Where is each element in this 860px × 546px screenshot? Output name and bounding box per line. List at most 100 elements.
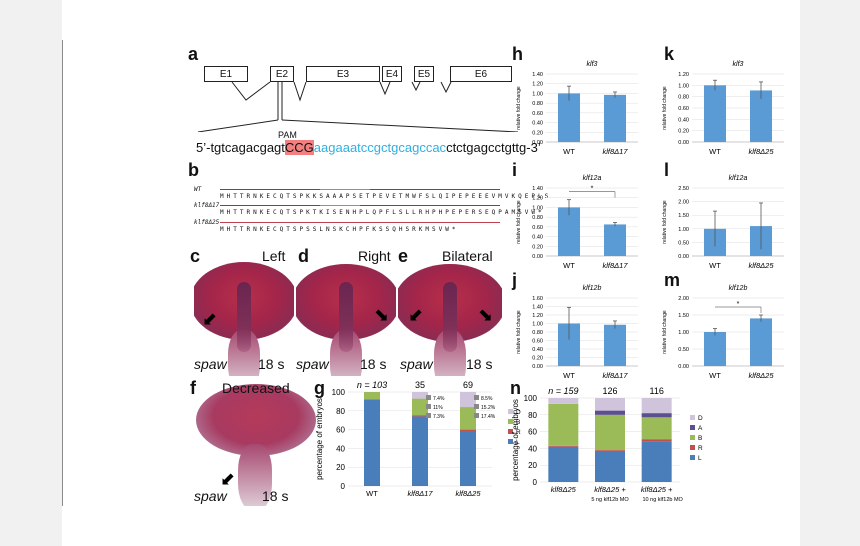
legend-label: B bbox=[698, 435, 702, 442]
y-tick-label: 0.00 bbox=[678, 364, 689, 370]
y-tick-label: 0.80 bbox=[532, 101, 543, 107]
bar-segment bbox=[412, 416, 428, 486]
y-tick-label: 40 bbox=[336, 444, 345, 453]
y-axis-label: relative fold change bbox=[662, 86, 668, 130]
exon-5: E5 bbox=[414, 66, 434, 82]
panel-g-label: g bbox=[314, 378, 325, 398]
y-tick-label: 0.00 bbox=[678, 140, 689, 146]
y-tick-label: 1.00 bbox=[532, 322, 543, 328]
y-tick-label: 1.00 bbox=[678, 83, 689, 89]
bar-segment bbox=[412, 398, 428, 416]
row-wt-aa: M H T T R N K E C Q T S P K K S A A A P … bbox=[220, 193, 548, 200]
arrow-icon: ⬋ bbox=[220, 469, 236, 489]
sequence-alignment: WT M H T T R N K E C Q T S P K K S A A A… bbox=[194, 186, 548, 236]
x-tick-label: WT bbox=[709, 261, 721, 270]
annotation-swatch bbox=[426, 404, 431, 409]
y-tick-label: 0.20 bbox=[532, 130, 543, 136]
annotation-swatch bbox=[474, 413, 479, 418]
bar bbox=[704, 85, 726, 142]
y-tick-label: 1.00 bbox=[678, 227, 689, 233]
annotation-label: 7.4% bbox=[433, 396, 445, 402]
y-tick-label: 60 bbox=[336, 426, 345, 435]
panel-f-gene: spaw bbox=[194, 488, 227, 504]
panel-c-side: Left bbox=[262, 248, 286, 264]
y-tick-label: 0.20 bbox=[678, 129, 689, 135]
bar-segment bbox=[548, 398, 579, 404]
annotation-label: 17.4% bbox=[481, 414, 496, 420]
panel-d-stage: 18 s bbox=[360, 356, 387, 372]
x-tick-label: klf8Δ25 bbox=[748, 147, 774, 156]
panel-e-stage: 18 s bbox=[466, 356, 493, 372]
x-tick-label: klf8Δ17 bbox=[602, 147, 628, 156]
bar bbox=[704, 332, 726, 366]
chart-title: klf12b bbox=[583, 285, 602, 292]
panel-c-stage: 18 s bbox=[258, 356, 285, 372]
x-tick-label: klf8Δ17 bbox=[407, 489, 433, 498]
panel-c-gene: spaw bbox=[194, 356, 227, 372]
y-axis-label: percentage of embryos bbox=[315, 398, 324, 480]
bar bbox=[750, 90, 772, 142]
bar-segment bbox=[460, 407, 476, 430]
legend-label: D bbox=[516, 409, 521, 416]
x-tick-label: klf8Δ17 bbox=[602, 261, 628, 270]
chart-j: klf12b relative fold change 0.00 0.20 0.40 0.… bbox=[516, 285, 638, 380]
panel-d-label: d bbox=[298, 246, 309, 266]
y-axis-label: relative fold change bbox=[662, 200, 668, 244]
legend-label: R bbox=[516, 429, 521, 436]
chart-title: klf12b bbox=[729, 285, 748, 292]
annotation-swatch bbox=[426, 395, 431, 400]
exon-2: E2 bbox=[270, 66, 294, 82]
exon-1: E1 bbox=[204, 66, 248, 82]
y-tick-label: 1.20 bbox=[678, 72, 689, 78]
y-tick-label: 0.50 bbox=[678, 240, 689, 246]
arrow-icon: ⬋ bbox=[202, 309, 218, 329]
arrow-icon: ⬊ bbox=[478, 305, 494, 325]
y-tick-label: 0.60 bbox=[678, 106, 689, 112]
panel-f-stage: 18 s bbox=[262, 488, 289, 504]
annotation-label: 8.5% bbox=[481, 396, 493, 402]
pam-sequence: CCG bbox=[284, 140, 314, 155]
bar-segment bbox=[595, 450, 625, 451]
bar bbox=[604, 94, 626, 142]
y-tick-label: 0 bbox=[341, 482, 346, 491]
legend-swatch bbox=[690, 435, 695, 440]
chart-m: klf12b relative fold change 0.00 0.50 1.00 1.… bbox=[662, 285, 784, 380]
chart-title: klf3 bbox=[733, 61, 744, 68]
bar-segment bbox=[641, 441, 672, 482]
sequence-prefix: 5’-tgtcagacgagt bbox=[196, 140, 285, 155]
pam-label: PAM bbox=[278, 130, 297, 140]
y-tick-label: 0.40 bbox=[678, 117, 689, 123]
bar-segment bbox=[460, 429, 476, 432]
bar-segment bbox=[364, 392, 380, 400]
y-tick-label: 0.40 bbox=[532, 235, 543, 241]
legend-label: A bbox=[698, 425, 703, 432]
arrow-icon: ⬋ bbox=[408, 305, 424, 325]
y-tick-label: 0.60 bbox=[532, 339, 543, 345]
bar bbox=[558, 323, 580, 366]
bar-segment bbox=[412, 392, 428, 399]
y-tick-label: 1.40 bbox=[532, 186, 543, 192]
sgrna-target-sequence: aagaaatccgctgcagccac bbox=[313, 140, 447, 155]
bar-segment bbox=[641, 398, 672, 414]
n-count-label: n = 103 bbox=[357, 380, 387, 390]
y-tick-label: 2.00 bbox=[678, 296, 689, 302]
annotation-swatch bbox=[474, 395, 479, 400]
x-tick-sublabel: 10 ng klf12b MO bbox=[642, 497, 683, 503]
row-d17-label: klf8Δ17 bbox=[194, 202, 220, 209]
n-count-label: 126 bbox=[602, 386, 617, 396]
y-tick-label: 0.80 bbox=[532, 330, 543, 336]
n-count-label: 69 bbox=[463, 380, 473, 390]
x-tick-label: WT bbox=[709, 371, 721, 380]
panel-f-side: Decreased bbox=[222, 380, 290, 396]
y-tick-label: 0.60 bbox=[532, 111, 543, 117]
x-tick-label: WT bbox=[366, 489, 378, 498]
bar-segment bbox=[548, 446, 579, 482]
y-tick-label: 1.40 bbox=[532, 72, 543, 78]
n-count-label: 116 bbox=[649, 386, 663, 396]
y-tick-label: 0.40 bbox=[532, 347, 543, 353]
legend-label: L bbox=[698, 455, 702, 462]
chart-i: klf12a relative fold change 0.00 0.20 0.40 0.… bbox=[516, 175, 638, 270]
panel-i-label: i bbox=[512, 160, 518, 180]
embryo-image-d bbox=[296, 246, 396, 376]
panel-n-label: n bbox=[510, 378, 521, 398]
